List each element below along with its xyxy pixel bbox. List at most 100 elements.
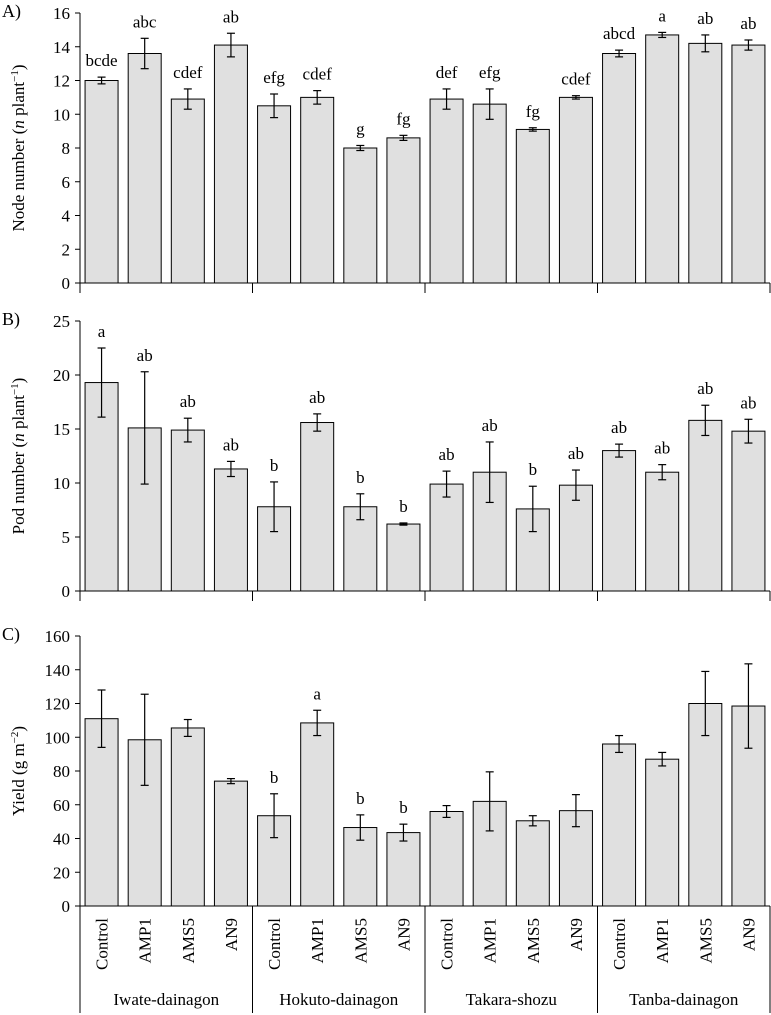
significance-letter: ab <box>309 388 325 407</box>
y-tick-label: 2 <box>62 240 71 259</box>
significance-letter: efg <box>479 63 501 82</box>
x-category-label: Control <box>93 918 112 970</box>
significance-letter: b <box>356 789 365 808</box>
bar <box>731 430 766 592</box>
y-tick-label: 20 <box>53 863 70 882</box>
significance-letter: ab <box>654 439 670 458</box>
significance-letter: fg <box>396 109 411 128</box>
bar <box>558 96 593 284</box>
y-tick-label: 120 <box>45 695 71 714</box>
bar <box>300 422 335 592</box>
significance-letter: efg <box>263 68 285 87</box>
y-axis-label-part: −1 <box>9 70 21 82</box>
significance-letter: g <box>356 119 365 138</box>
significance-letter: ab <box>482 416 498 435</box>
y-axis-label-part: Yield (g m <box>9 743 28 816</box>
y-tick-label: 100 <box>45 728 71 747</box>
significance-letter: cdef <box>561 70 591 89</box>
significance-letter: b <box>529 460 538 479</box>
x-category-label: AMS5 <box>351 918 370 963</box>
significance-letter: ab <box>180 392 196 411</box>
x-category-label: AMP1 <box>481 918 500 963</box>
significance-letter: ab <box>568 444 584 463</box>
bar <box>213 44 248 284</box>
bar <box>731 44 766 284</box>
significance-letter: b <box>399 497 408 516</box>
bar <box>127 427 162 592</box>
significance-letter: ab <box>611 418 627 437</box>
y-axis-label-part: plant <box>9 395 28 434</box>
group-label: Iwate-dainagon <box>113 990 219 1009</box>
significance-letter: ab <box>439 445 455 464</box>
y-tick-label: 5 <box>62 528 71 547</box>
bar <box>688 42 723 284</box>
significance-letter: b <box>270 456 279 475</box>
significance-letter: ab <box>740 393 756 412</box>
y-tick-label: 160 <box>45 627 71 646</box>
x-category-label: AMS5 <box>524 918 543 963</box>
significance-letter: ab <box>223 435 239 454</box>
y-tick-label: 12 <box>53 72 70 91</box>
y-tick-label: 14 <box>53 38 71 57</box>
bar <box>386 137 421 284</box>
bar <box>257 815 292 907</box>
y-axis-label-part: −2 <box>9 732 21 744</box>
y-axis-label: Node number (n plant−1) <box>9 64 28 231</box>
x-category-label: AN9 <box>222 918 241 951</box>
y-axis-label-part: −1 <box>9 383 21 395</box>
significance-letter: ab <box>223 7 239 26</box>
y-axis-label-part: ) <box>9 378 28 384</box>
bar <box>515 820 550 907</box>
significance-letter: abc <box>133 12 157 31</box>
significance-letter: ab <box>697 9 713 28</box>
y-tick-label: 16 <box>53 4 70 23</box>
group-label: Hokuto-dainagon <box>279 990 398 1009</box>
bar <box>558 810 593 907</box>
bar <box>688 703 723 907</box>
panel-label: A) <box>2 1 21 22</box>
bar <box>645 34 680 284</box>
bar <box>558 484 593 592</box>
y-tick-label: 25 <box>53 312 70 331</box>
y-axis-label-part: n <box>9 120 28 129</box>
group-label: Takara-shozu <box>466 990 558 1009</box>
bar <box>84 80 119 284</box>
significance-letter: cdef <box>173 63 203 82</box>
bar <box>257 105 292 284</box>
significance-letter: ab <box>697 379 713 398</box>
y-axis-label-part: Node number ( <box>9 128 28 231</box>
y-tick-label: 6 <box>62 173 71 192</box>
significance-letter: fg <box>526 102 541 121</box>
bar <box>602 743 637 907</box>
significance-letter: a <box>658 6 666 25</box>
bar <box>170 98 205 284</box>
x-category-label: Control <box>438 918 457 970</box>
bar <box>170 429 205 592</box>
bar <box>429 811 464 907</box>
y-tick-label: 0 <box>62 582 71 601</box>
y-tick-label: 10 <box>53 105 70 124</box>
y-tick-label: 60 <box>53 796 70 815</box>
bar <box>386 523 421 592</box>
x-category-label: AMP1 <box>653 918 672 963</box>
bar <box>645 758 680 907</box>
significance-letter: a <box>98 322 106 341</box>
x-category-label: Control <box>265 918 284 970</box>
y-tick-label: 40 <box>53 830 70 849</box>
y-axis-label-part: ) <box>9 726 28 732</box>
x-category-label: AN9 <box>567 918 586 951</box>
panel-label: C) <box>2 624 20 645</box>
y-axis-label-part: ) <box>9 64 28 70</box>
significance-letter: ab <box>137 346 153 365</box>
y-axis-label: Yield (g m−2) <box>9 726 28 816</box>
y-axis-label-part: Pod number ( <box>9 441 28 534</box>
bar <box>343 147 378 284</box>
significance-letter: b <box>270 768 279 787</box>
y-tick-label: 140 <box>45 661 71 680</box>
y-axis-label-part: n <box>9 433 28 442</box>
bar <box>300 722 335 907</box>
x-category-label: AMS5 <box>179 918 198 963</box>
bar <box>170 727 205 907</box>
group-label: Tanba-dainagon <box>629 990 739 1009</box>
x-category-label: Control <box>610 918 629 970</box>
